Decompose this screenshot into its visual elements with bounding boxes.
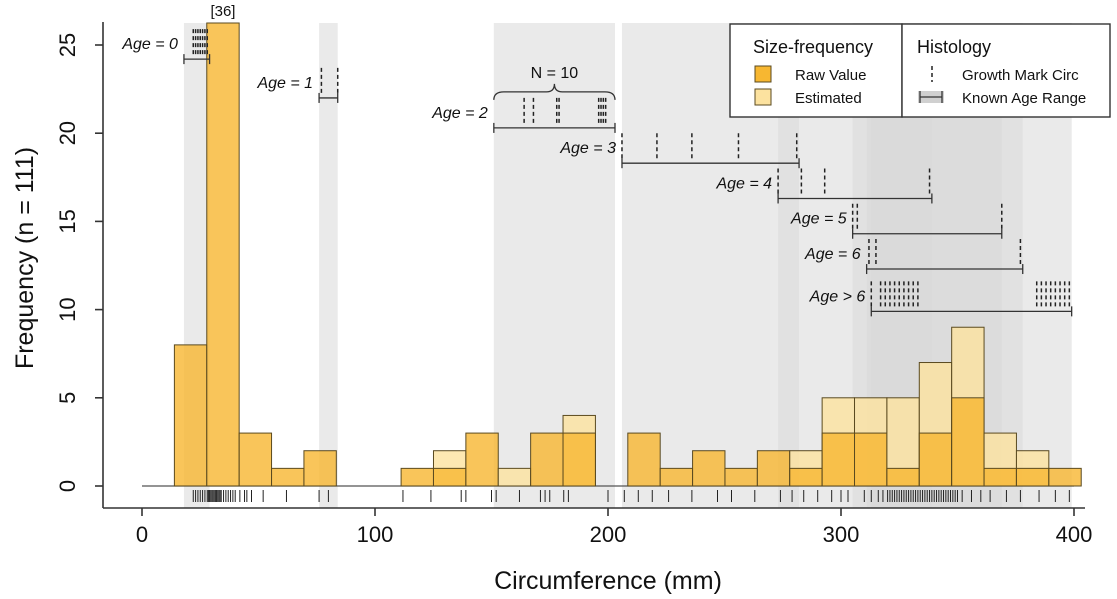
rug-plot [192,490,1070,502]
bar-raw-22 [983,467,1017,487]
age-label-3: Age = 3 [559,140,616,157]
bar-raw-15 [756,450,791,487]
x-axis-label: Circumference (mm) [494,567,722,595]
bar-raw-9 [530,432,564,487]
bar-raw-10 [562,432,596,487]
bar-raw-12 [659,467,694,487]
bar-raw-13 [692,450,726,487]
y-tick-label-2: 10 [55,297,80,321]
bar-raw-4 [303,450,337,487]
bar-raw-1 [206,22,240,487]
legend-estimated-swatch [754,88,772,106]
bar-raw-3 [271,467,305,487]
legend-size-frequency-title: Size-frequency [753,37,873,57]
legend-known-age-label: Known Age Range [962,90,1086,107]
legend-estimated-label: Estimated [795,90,862,107]
bar-estimated-8 [497,467,532,487]
bar-raw-7 [465,432,499,487]
y-axis-label: Frequency (n = 111) [11,147,39,369]
y-tick-label-3: 15 [55,209,80,233]
bar-raw-5 [400,467,434,487]
x-tick-label-4: 400 [1056,522,1093,547]
frequency-bars: [36] [142,3,1082,487]
bar-raw-6 [432,467,467,487]
legend-growth-mark-label: Growth Mark Circ [962,67,1079,84]
truncated-bar-label: [36] [210,3,235,20]
bar-raw-20 [918,432,953,487]
bar-raw-18 [854,432,888,487]
x-tick-label-3: 300 [823,522,860,547]
bar-raw-17 [821,432,856,487]
axes: Circumference (mm) Frequency (n = 111) 0… [11,22,1092,595]
age-label-1: Age = 1 [256,75,313,92]
bar-raw-16 [789,467,823,487]
bar-raw-14 [724,467,758,487]
age-label-6: Age = 6 [804,246,861,263]
age-label-7: Age > 6 [809,288,866,305]
bar-raw-19 [886,467,920,487]
bar-raw-23 [1015,467,1050,487]
age-label-2: Age = 2 [431,105,488,122]
legend-raw-swatch [754,65,772,83]
legend-raw-label: Raw Value [795,67,866,84]
age-annotations: Age = 0 Age = 1 Age = 2 N = 10 Age = 3 Age = … [121,29,1073,317]
y-tick-label-4: 20 [55,121,80,145]
age-range-shade-1 [319,23,338,508]
bar-raw-11 [627,432,661,487]
bar-raw-2 [238,432,273,487]
age-label-4: Age = 4 [715,175,772,192]
x-tick-label-2: 200 [590,522,627,547]
legend-histology-title: Histology [917,37,991,57]
age-label-5: Age = 5 [790,211,847,228]
bar-raw-0 [173,344,208,487]
y-tick-label-0: 0 [55,480,80,492]
bar-raw-21 [951,397,985,487]
x-tick-label-1: 100 [357,522,394,547]
bar-raw-24 [1048,467,1082,487]
age-label-0: Age = 0 [121,36,178,53]
x-tick-label-0: 0 [136,522,148,547]
y-tick-label-5: 25 [55,33,80,57]
age-2-brace-label: N = 10 [531,65,579,82]
age-2-brace [493,83,616,100]
y-tick-label-1: 5 [55,392,80,404]
legend: Size-frequency Raw Value Estimated Histo… [729,23,1111,118]
